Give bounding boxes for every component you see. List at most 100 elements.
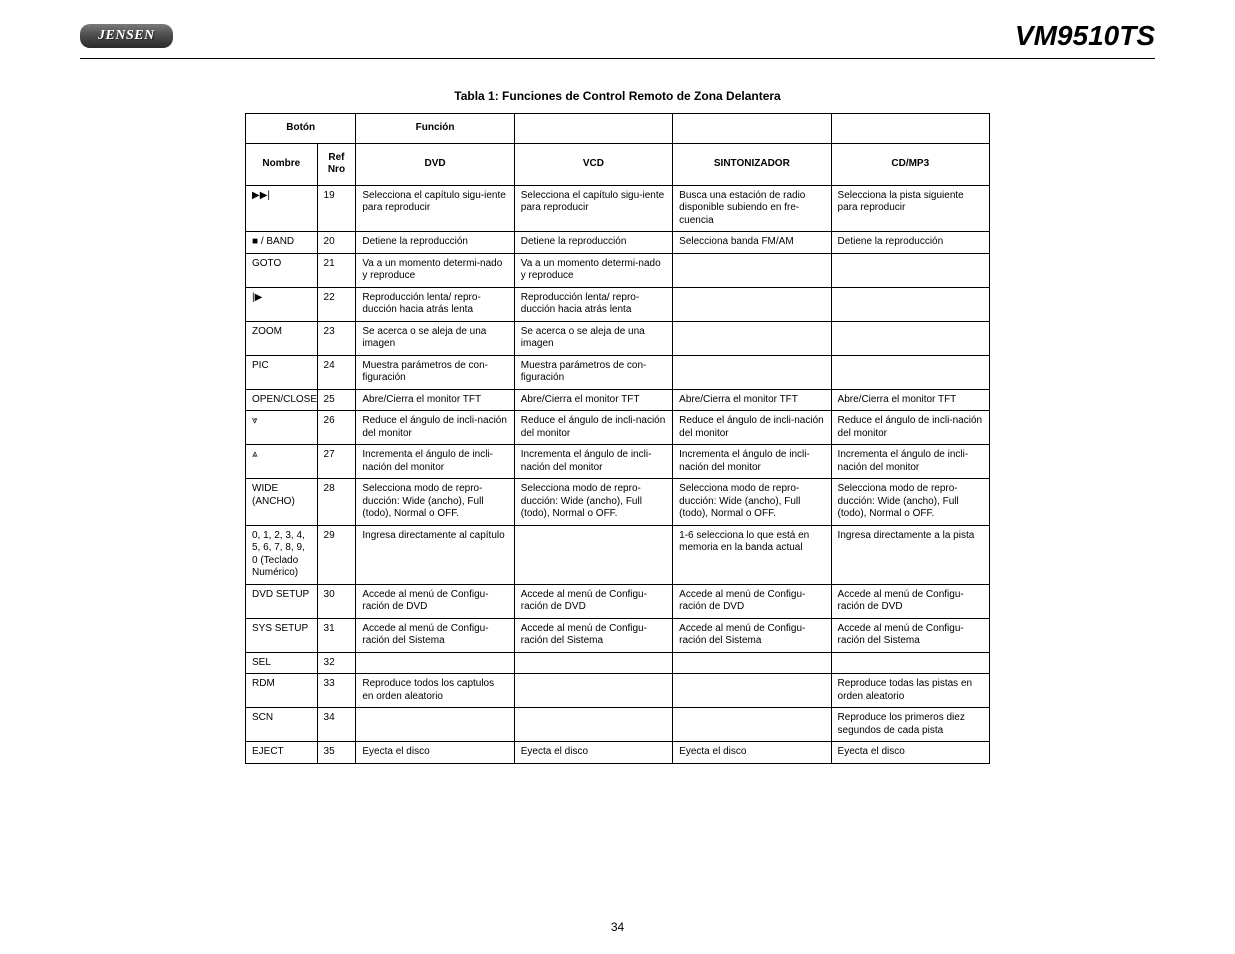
cell-sint	[673, 355, 831, 389]
cell-name: PIC	[246, 355, 318, 389]
cell-ref: 33	[317, 674, 356, 708]
cell-sint: Selecciona banda FM/AM	[673, 232, 831, 254]
cell-ref: 32	[317, 652, 356, 674]
cell-name: EJECT	[246, 742, 318, 764]
cell-dvd: Accede al menú de Configu-ración de DVD	[356, 584, 514, 618]
cell-sint	[673, 287, 831, 321]
header-dvd: DVD	[356, 143, 514, 185]
page-container: JENSEN VM9510TS Tabla 1: Funciones de Co…	[0, 0, 1235, 954]
cell-dvd: Selecciona modo de repro-ducción: Wide (…	[356, 479, 514, 526]
header-empty-2	[673, 114, 831, 144]
cell-ref: 25	[317, 389, 356, 411]
cell-name: ⩓	[246, 445, 318, 479]
cell-vcd: Selecciona el capítulo sigu-iente para r…	[514, 185, 672, 232]
cell-sint: Reduce el ángulo de incli-nación del mon…	[673, 411, 831, 445]
cell-cd: Reproduce los primeros diez segundos de …	[831, 708, 989, 742]
cell-name: ▶▶|	[246, 185, 318, 232]
header-nombre: Nombre	[246, 143, 318, 185]
cell-dvd: Abre/Cierra el monitor TFT	[356, 389, 514, 411]
cell-vcd: Accede al menú de Configu-ración del Sis…	[514, 618, 672, 652]
cell-dvd: Muestra parámetros de con-figuración	[356, 355, 514, 389]
cell-sint	[673, 708, 831, 742]
table-row: GOTO21Va a un momento determi-nado y rep…	[246, 253, 990, 287]
cell-name: RDM	[246, 674, 318, 708]
cell-ref: 30	[317, 584, 356, 618]
table-row: ⩓27Incrementa el ángulo de incli-nación …	[246, 445, 990, 479]
page-header: JENSEN VM9510TS	[80, 20, 1155, 59]
cell-name: ⩔	[246, 411, 318, 445]
cell-dvd: Reduce el ángulo de incli-nación del mon…	[356, 411, 514, 445]
cell-cd	[831, 321, 989, 355]
cell-cd: Selecciona la pista siguiente para repro…	[831, 185, 989, 232]
cell-dvd: Selecciona el capítulo sigu-iente para r…	[356, 185, 514, 232]
cell-cd	[831, 652, 989, 674]
cell-ref: 29	[317, 525, 356, 584]
cell-name: SYS SETUP	[246, 618, 318, 652]
cell-ref: 35	[317, 742, 356, 764]
table-row: ■ / BAND20Detiene la reproducciónDetiene…	[246, 232, 990, 254]
cell-dvd: Detiene la reproducción	[356, 232, 514, 254]
cell-ref: 24	[317, 355, 356, 389]
cell-vcd: Accede al menú de Configu-ración de DVD	[514, 584, 672, 618]
table-row: SYS SETUP31Accede al menú de Configu-rac…	[246, 618, 990, 652]
table-row: EJECT35Eyecta el discoEyecta el discoEye…	[246, 742, 990, 764]
cell-vcd: Reduce el ángulo de incli-nación del mon…	[514, 411, 672, 445]
table-row: SCN34Reproduce los primeros diez segundo…	[246, 708, 990, 742]
cell-ref: 22	[317, 287, 356, 321]
cell-ref: 34	[317, 708, 356, 742]
cell-ref: 26	[317, 411, 356, 445]
cell-cd	[831, 253, 989, 287]
cell-name: OPEN/CLOSE	[246, 389, 318, 411]
cell-ref: 21	[317, 253, 356, 287]
table-row: ZOOM23Se acerca o se aleja de una imagen…	[246, 321, 990, 355]
cell-name: DVD SETUP	[246, 584, 318, 618]
cell-dvd: Accede al menú de Configu-ración del Sis…	[356, 618, 514, 652]
cell-cd: Detiene la reproducción	[831, 232, 989, 254]
page-number: 34	[0, 920, 1235, 934]
cell-sint: Eyecta el disco	[673, 742, 831, 764]
table-row: SEL32	[246, 652, 990, 674]
cell-ref: 20	[317, 232, 356, 254]
cell-dvd: Incrementa el ángulo de incli-nación del…	[356, 445, 514, 479]
header-empty-1	[514, 114, 672, 144]
table-header-row-1: Botón Función	[246, 114, 990, 144]
table-header-row-2: Nombre Ref Nro DVD VCD SINTONIZADOR CD/M…	[246, 143, 990, 185]
cell-cd: Ingresa directamente a la pista	[831, 525, 989, 584]
table-row: DVD SETUP30Accede al menú de Configu-rac…	[246, 584, 990, 618]
cell-ref: 27	[317, 445, 356, 479]
cell-sint: Accede al menú de Configu-ración de DVD	[673, 584, 831, 618]
cell-name: GOTO	[246, 253, 318, 287]
cell-ref: 23	[317, 321, 356, 355]
cell-sint: Incrementa el ángulo de incli-nación del…	[673, 445, 831, 479]
cell-sint	[673, 321, 831, 355]
table-row: ⩔26Reduce el ángulo de incli-nación del …	[246, 411, 990, 445]
cell-vcd: Detiene la reproducción	[514, 232, 672, 254]
cell-name: WIDE (ANCHO)	[246, 479, 318, 526]
table-caption: Tabla 1: Funciones de Control Remoto de …	[80, 89, 1155, 103]
cell-dvd: Eyecta el disco	[356, 742, 514, 764]
cell-sint: Abre/Cierra el monitor TFT	[673, 389, 831, 411]
table-row: 0, 1, 2, 3, 4, 5, 6, 7, 8, 9, 0 (Teclado…	[246, 525, 990, 584]
cell-name: SEL	[246, 652, 318, 674]
cell-ref: 31	[317, 618, 356, 652]
header-boton: Botón	[246, 114, 356, 144]
cell-cd: Selecciona modo de repro-ducción: Wide (…	[831, 479, 989, 526]
table-row: WIDE (ANCHO)28Selecciona modo de repro-d…	[246, 479, 990, 526]
cell-cd	[831, 355, 989, 389]
cell-sint: Busca una estación de radio disponible s…	[673, 185, 831, 232]
cell-sint	[673, 652, 831, 674]
cell-vcd: Se acerca o se aleja de una imagen	[514, 321, 672, 355]
cell-name: ZOOM	[246, 321, 318, 355]
table-body: ▶▶|19Selecciona el capítulo sigu-iente p…	[246, 185, 990, 763]
cell-vcd: Reproducción lenta/ repro-ducción hacia …	[514, 287, 672, 321]
brand-logo: JENSEN	[80, 24, 173, 48]
cell-sint	[673, 253, 831, 287]
cell-ref: 28	[317, 479, 356, 526]
cell-vcd	[514, 708, 672, 742]
cell-vcd	[514, 525, 672, 584]
cell-dvd: Se acerca o se aleja de una imagen	[356, 321, 514, 355]
table-row: PIC24Muestra parámetros de con-figuració…	[246, 355, 990, 389]
table-row: ▶▶|19Selecciona el capítulo sigu-iente p…	[246, 185, 990, 232]
header-cdmp3: CD/MP3	[831, 143, 989, 185]
cell-sint: Accede al menú de Configu-ración del Sis…	[673, 618, 831, 652]
